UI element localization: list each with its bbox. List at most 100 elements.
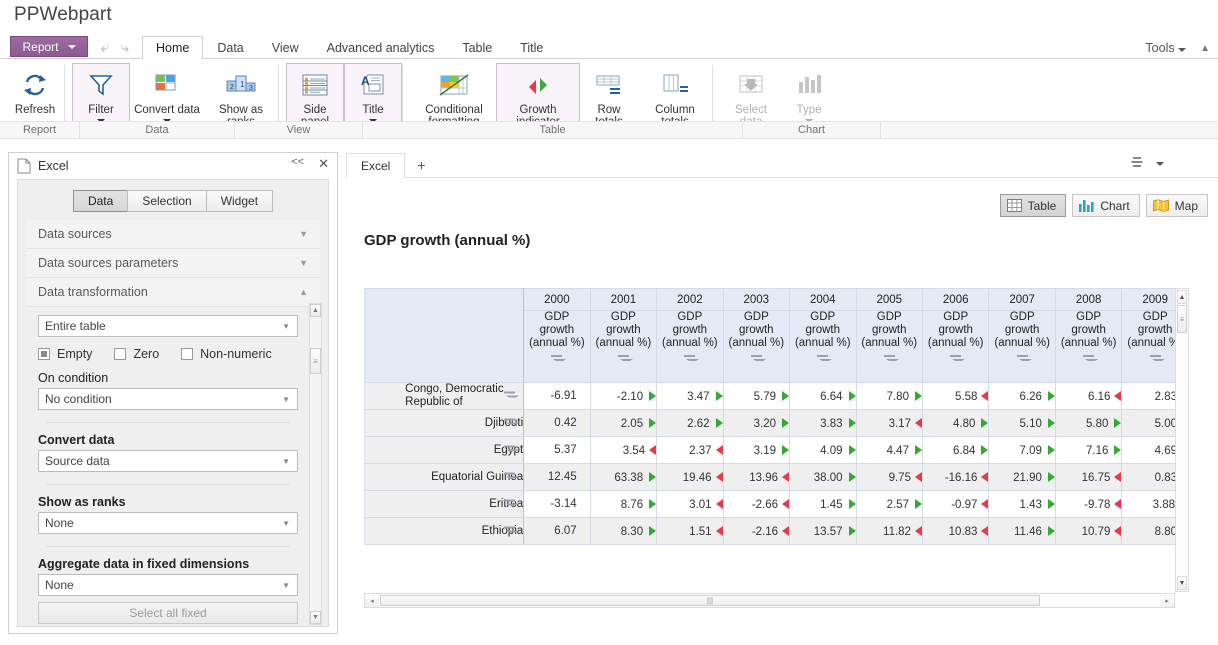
ribbon-tab-advanced-analytics[interactable]: Advanced analytics — [313, 36, 449, 58]
scroll-thumb-vertical[interactable]: ≡ — [1177, 305, 1187, 333]
table-cell[interactable]: 3.19 — [722, 436, 791, 464]
table-cell[interactable]: 2.05 — [589, 409, 658, 437]
table-cell[interactable]: 5.10 — [988, 409, 1056, 437]
chevron-up-icon[interactable]: ▲ — [299, 287, 308, 297]
chevron-down-icon[interactable]: ▼ — [299, 258, 308, 268]
table-cell[interactable]: 6.26 — [988, 382, 1056, 410]
column-header-measure[interactable]: GDP growth (annual %) — [1054, 310, 1123, 383]
measure-filter[interactable] — [989, 350, 1054, 368]
table-cell[interactable]: 2.57 — [855, 490, 923, 518]
row-header[interactable]: Ethiopia — [363, 517, 525, 545]
scroll-right-button[interactable]: ▸ — [1160, 594, 1174, 607]
convert-data-select[interactable]: Source data ▼ — [38, 450, 298, 472]
filter-funnel-icon[interactable] — [1083, 355, 1099, 364]
convert-data-button[interactable]: Convert data — [130, 63, 204, 133]
table-cell[interactable]: 8.76 — [589, 490, 658, 518]
measure-filter[interactable] — [724, 350, 789, 368]
table-cell[interactable]: 1.43 — [988, 490, 1056, 518]
column-header-year[interactable]: 2002 — [656, 288, 724, 311]
side-panel-tab-data[interactable]: Data — [72, 190, 129, 212]
filter-funnel-icon[interactable] — [950, 355, 966, 364]
show-as-ranks-select[interactable]: None ▼ — [38, 512, 298, 534]
measure-filter[interactable] — [790, 350, 855, 368]
filter-funnel-icon[interactable] — [1016, 355, 1032, 364]
column-header-year[interactable]: 2006 — [921, 288, 990, 311]
view-button-map[interactable]: Map — [1145, 194, 1208, 217]
table-cell[interactable]: 4.80 — [921, 409, 990, 437]
measure-filter[interactable] — [923, 350, 988, 368]
table-cell[interactable]: 1.45 — [789, 490, 857, 518]
table-cell[interactable]: 11.46 — [988, 517, 1056, 545]
tools-menu[interactable]: Tools — [1145, 41, 1187, 55]
view-button-table[interactable]: Table — [999, 194, 1067, 217]
row-header[interactable]: Djibouti — [363, 409, 525, 437]
table-cell[interactable]: 3.17 — [855, 409, 923, 437]
row-header[interactable]: Egypt — [363, 436, 525, 464]
scroll-left-button[interactable]: ◂ — [365, 594, 379, 607]
column-header-measure[interactable]: GDP growth (annual %) — [523, 310, 591, 383]
table-cell[interactable]: 5.80 — [1054, 409, 1123, 437]
table-cell[interactable]: 9.75 — [855, 463, 923, 491]
undo-arrow-icon[interactable]: ⤶ — [100, 38, 110, 56]
column-header-year[interactable]: 2000 — [523, 288, 591, 311]
filter-funnel-icon[interactable] — [883, 355, 899, 364]
table-cell[interactable]: 0.42 — [523, 409, 591, 437]
scroll-down-button[interactable]: ▼ — [1177, 576, 1187, 590]
table-vertical-scrollbar[interactable]: ▲ ≡ ▼ — [1175, 288, 1189, 592]
table-cell[interactable]: 4.47 — [855, 436, 923, 464]
table-cell[interactable]: 6.07 — [523, 517, 591, 545]
column-header-year[interactable]: 2008 — [1054, 288, 1123, 311]
table-cell[interactable]: -3.14 — [523, 490, 591, 518]
redo-arrow-icon[interactable]: ⤷ — [120, 38, 130, 56]
table-cell[interactable]: 6.64 — [789, 382, 857, 410]
column-header-measure[interactable]: GDP growth (annual %) — [656, 310, 724, 383]
table-cell[interactable]: 2.62 — [656, 409, 724, 437]
filter-funnel-icon[interactable] — [684, 355, 700, 364]
measure-filter[interactable] — [1122, 350, 1188, 368]
table-cell[interactable]: 5.79 — [722, 382, 791, 410]
aggregate-select[interactable]: None ▼ — [38, 574, 298, 596]
filter-funnel-icon[interactable] — [817, 355, 833, 364]
ribbon-tab-data[interactable]: Data — [203, 36, 257, 58]
table-cell[interactable]: 16.75 — [1054, 463, 1123, 491]
side-panel-collapse-button[interactable]: << — [291, 156, 305, 168]
chevron-down-icon[interactable]: ▼ — [299, 229, 308, 239]
list-menu-icon[interactable] — [1130, 155, 1144, 172]
measure-filter[interactable] — [524, 350, 589, 368]
zero-checkbox[interactable] — [114, 348, 127, 360]
table-cell[interactable]: -2.16 — [722, 517, 791, 545]
measure-filter[interactable] — [857, 350, 922, 368]
column-header-year[interactable]: 2005 — [855, 288, 923, 311]
side-panel-tab-selection[interactable]: Selection — [127, 190, 207, 212]
table-cell[interactable]: 13.96 — [722, 463, 791, 491]
column-header-year[interactable]: 2004 — [789, 288, 857, 311]
add-tab-button[interactable]: + — [417, 157, 426, 173]
side-panel-tab-widget[interactable]: Widget — [205, 190, 274, 212]
column-header-year[interactable]: 2003 — [722, 288, 791, 311]
collapse-ribbon-icon[interactable]: ▲ — [1200, 42, 1210, 54]
filter-funnel-icon[interactable] — [504, 445, 520, 455]
table-cell[interactable]: 7.09 — [988, 436, 1056, 464]
filter-funnel-icon[interactable] — [504, 418, 520, 428]
filter-funnel-icon[interactable] — [617, 355, 633, 364]
ribbon-tab-title[interactable]: Title — [506, 36, 557, 58]
accordion-data-sources[interactable]: Data sources ▼ — [26, 220, 320, 249]
column-header-year[interactable]: 2007 — [988, 288, 1056, 311]
table-cell[interactable]: 3.20 — [722, 409, 791, 437]
report-menu-button[interactable]: Report — [10, 36, 88, 57]
table-cell[interactable]: -6.91 — [523, 382, 591, 410]
table-cell[interactable]: -2.66 — [722, 490, 791, 518]
document-tab-excel[interactable]: Excel — [346, 153, 406, 178]
column-header-measure[interactable]: GDP growth (annual %) — [855, 310, 923, 383]
filter-funnel-icon[interactable] — [504, 526, 520, 536]
filter-funnel-icon[interactable] — [504, 472, 520, 482]
table-cell[interactable]: -16.16 — [921, 463, 990, 491]
on-condition-select[interactable]: No condition ▼ — [38, 388, 298, 410]
measure-filter[interactable] — [657, 350, 722, 368]
column-header-measure[interactable]: GDP growth (annual %) — [789, 310, 857, 383]
scroll-down-button[interactable]: ▼ — [310, 611, 321, 624]
column-header-measure[interactable]: GDP growth (annual %) — [589, 310, 658, 383]
refresh-button[interactable]: Refresh — [6, 63, 64, 133]
column-header-measure[interactable]: GDP growth (annual %) — [921, 310, 990, 383]
side-panel-close-button[interactable]: ✕ — [318, 156, 329, 171]
